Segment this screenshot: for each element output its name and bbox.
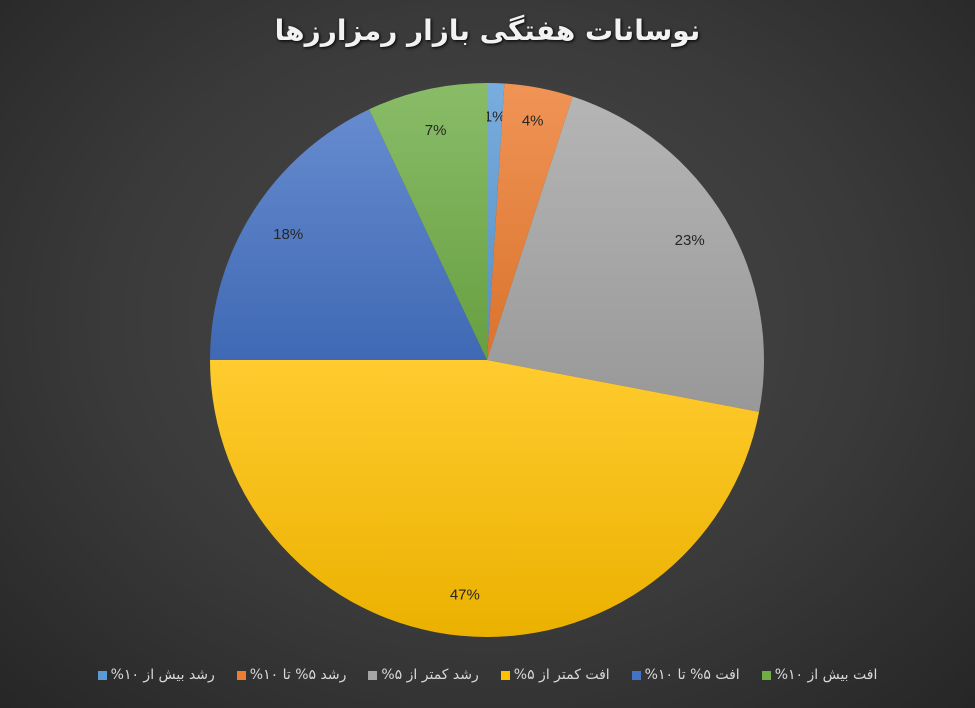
pie-slice-0	[487, 83, 505, 360]
legend-item: رشد کمتر از ۵%	[368, 667, 479, 683]
legend-label: افت کمتر از ۵%	[513, 667, 610, 683]
data-label: 18%	[273, 226, 303, 243]
legend-swatch	[500, 670, 510, 680]
pie-slice-4	[210, 109, 487, 360]
legend-item: رشد بیش از ۱۰%	[97, 667, 215, 683]
legend-label: رشد کمتر از ۵%	[381, 667, 479, 683]
data-label: 4%	[522, 113, 544, 130]
legend: رشد بیش از ۱۰% رشد ۵% تا ۱۰% رشد کمتر از ۵…	[0, 667, 975, 683]
legend-swatch	[368, 670, 378, 680]
legend-item: افت کمتر از ۵%	[500, 667, 610, 683]
legend-item: افت بیش از ۱۰%	[761, 667, 878, 683]
data-label: 1%	[484, 108, 506, 125]
pie-slice-1	[487, 83, 573, 360]
pie-slice-2	[487, 96, 765, 412]
legend-swatch	[236, 670, 246, 680]
data-label: 23%	[675, 232, 705, 249]
legend-item: افت ۵% تا ۱۰%	[631, 667, 740, 683]
legend-label: افت ۵% تا ۱۰%	[644, 667, 740, 683]
pie-slice-5	[369, 83, 487, 360]
legend-item: رشد ۵% تا ۱۰%	[236, 667, 347, 683]
legend-swatch	[631, 670, 641, 680]
legend-label: رشد بیش از ۱۰%	[110, 667, 215, 683]
legend-label: افت بیش از ۱۰%	[774, 667, 878, 683]
legend-swatch	[97, 670, 107, 680]
pie-slice-3	[210, 360, 760, 638]
legend-swatch	[761, 670, 771, 680]
data-label: 47%	[450, 586, 480, 603]
data-label: 7%	[425, 122, 447, 139]
chart-title: نوسانات هفتگی بازار رمزارزها	[274, 14, 701, 47]
legend-label: رشد ۵% تا ۱۰%	[249, 667, 347, 683]
